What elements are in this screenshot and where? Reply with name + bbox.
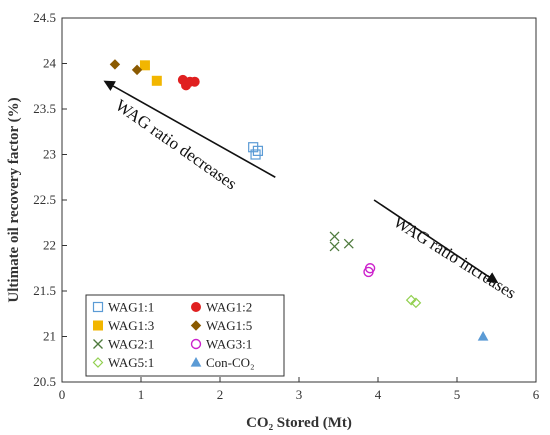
y-axis-title: Ultimate oil recovery factor (%) [6,97,22,302]
data-point [151,75,162,86]
x-axis: 0 1 2 3 4 5 6 [59,377,540,402]
data-point [405,294,417,306]
legend-box [85,294,285,377]
legend-marker [190,338,202,350]
legend-marker [92,301,104,313]
annotation-arrow [373,199,499,284]
data-point [329,231,340,242]
y-tick-label: 24 [43,56,57,71]
x-tick-label: 2 [217,387,224,402]
legend-marker [93,320,103,331]
legend-marker [93,339,103,349]
data-point [109,59,121,70]
data-point [189,76,200,87]
marker-stroke [329,241,340,252]
x-tick-label: 0 [59,387,66,402]
x-tick-label: 3 [296,387,303,402]
annotation-arrow [103,80,276,178]
legend-label: WAG2:1 [108,337,154,352]
legend: WAG1:1 WAG1:2 WAG1:3 WAG1:5 WAG2:1 WAG3:1 WAG5… [85,294,285,377]
data-point [364,263,376,274]
legend-marker [191,302,201,312]
legend-label: WAG1:3 [108,318,154,333]
marker-stroke [343,238,354,249]
legend-label: WAG1:1 [108,300,154,315]
x-tick-label: 6 [533,387,540,402]
y-axis: 20.5 21 21.5 22 22.5 23 23.5 24 24.5 [33,10,67,389]
legend-label: WAG5:1 [108,355,154,370]
y-tick-label: 21.5 [33,283,56,298]
y-tick-label: 23 [43,147,56,162]
x-tick-label: 1 [138,387,145,402]
data-point [252,145,264,156]
legend-label: WAG1:5 [206,318,252,333]
data-point [410,297,422,309]
x-tick-label: 4 [375,387,382,402]
y-tick-label: 22.5 [33,192,56,207]
legend-marker [92,357,104,368]
y-tick-label: 21 [43,329,56,344]
data-point [343,238,354,249]
y-tick-label: 22 [43,238,56,253]
marker-stroke [329,231,340,242]
x-tick-label: 5 [454,387,461,402]
legend-label: Con-CO₂ [206,355,255,370]
data-points [109,59,489,341]
x-axis-title: CO₂ Stored (Mt) [246,415,352,431]
legend-marker [190,320,202,331]
legend-label: WAG3:1 [206,337,252,352]
data-point [131,64,143,76]
data-point [329,241,340,252]
y-tick-label: 24.5 [33,10,56,25]
data-point [139,60,150,71]
marker-stroke [93,339,103,349]
data-point [250,149,261,160]
legend-label: WAG1:2 [206,300,252,315]
y-tick-label: 23.5 [33,101,56,116]
data-point [477,330,489,341]
legend-marker [190,356,202,367]
y-tick-label: 20.5 [33,374,56,389]
